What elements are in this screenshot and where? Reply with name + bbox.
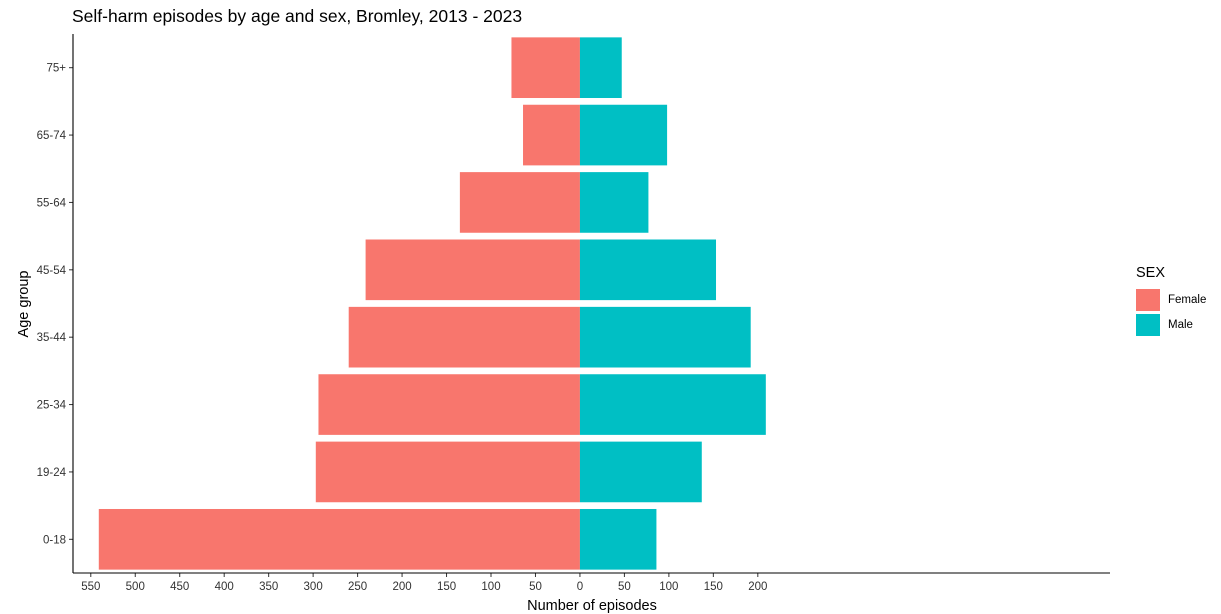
x-tick-label: 150 [704,581,723,593]
x-tick-label: 50 [529,581,542,593]
x-tick-label: 500 [126,581,145,593]
bar-male-25-34 [579,374,766,435]
x-axis-title: Number of episodes [527,598,657,614]
bar-male-65-74 [579,104,668,166]
x-tick-label: 250 [348,581,367,593]
y-tick-label-45-54: 45-54 [37,265,67,277]
x-tick-label: 350 [259,581,278,593]
legend-label-female: Female [1168,293,1207,306]
y-tick-label-75+: 75+ [46,63,66,75]
y-tick-label-35-44: 35-44 [37,332,67,344]
legend-swatch-female [1136,288,1160,311]
y-axis-ticks: 0-18 19-24 25-34 35-44 45-54 55-64 65-74 75+ [37,63,73,546]
x-tick-label: 450 [170,581,189,593]
bar-female-65-74 [523,104,580,166]
x-tick-label: 400 [215,581,234,593]
bar-female-75+ [511,37,580,99]
legend-item-female: Female [1136,287,1206,312]
y-tick-label-19-24: 19-24 [37,467,67,479]
bar-male-45-54 [579,239,717,301]
bar-female-19-24 [315,441,580,503]
y-tick-label-55-64: 55-64 [37,197,67,209]
legend: SEX Female Male [1136,265,1206,337]
bar-male-55-64 [579,172,649,233]
y-tick-label-65-74: 65-74 [37,130,67,142]
x-tick-label: 550 [81,581,100,593]
legend-item-male: Male [1136,312,1206,337]
x-tick-label: 100 [481,581,500,593]
bar-male-75+ [579,37,622,99]
x-tick-label: 300 [304,581,323,593]
bar-female-35-44 [348,306,580,368]
y-axis-title: Age group [16,271,32,338]
x-tick-label: 0 [577,581,583,593]
bar-male-35-44 [579,306,751,368]
x-tick-label: 150 [437,581,456,593]
bar-female-55-64 [459,172,580,233]
bar-female-0-18 [98,508,580,570]
x-tick-label: 200 [748,581,767,593]
bar-female-25-34 [318,374,580,435]
y-tick-label-0-18: 0-18 [43,534,66,546]
bars-layer [98,37,766,570]
x-axis-ticks: 550 500 450 400 350 300 250 200 150 100 50 0 50 100 15… [81,573,767,593]
bar-male-0-18 [579,508,657,570]
x-tick-label: 200 [392,581,411,593]
x-tick-label: 50 [618,581,631,593]
bar-female-45-54 [365,239,580,301]
x-tick-label: 100 [659,581,678,593]
y-tick-label-25-34: 25-34 [37,400,67,412]
chart-title: Self-harm episodes by age and sex, Broml… [72,6,523,26]
legend-swatch-male [1136,313,1160,336]
legend-label-male: Male [1168,318,1193,331]
legend-title: SEX [1136,265,1166,281]
bar-male-19-24 [579,441,702,503]
